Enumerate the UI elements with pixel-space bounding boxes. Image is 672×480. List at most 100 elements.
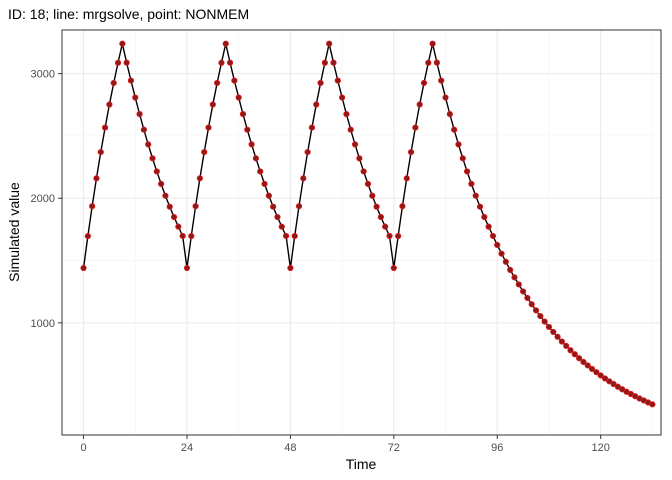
data-point	[170, 213, 178, 221]
data-point	[80, 264, 87, 272]
data-point	[485, 223, 492, 230]
data-point	[446, 111, 453, 118]
data-point	[593, 369, 600, 376]
data-point	[597, 372, 604, 379]
data-point	[399, 203, 406, 210]
x-tick-label: 48	[284, 442, 296, 454]
data-point	[308, 124, 316, 131]
data-point	[89, 203, 96, 210]
data-point	[442, 94, 449, 101]
data-point	[114, 59, 122, 66]
data-point	[390, 264, 397, 272]
y-tick-label: 2000	[31, 193, 55, 205]
data-point	[149, 155, 156, 162]
data-point	[304, 149, 311, 156]
data-point	[101, 124, 109, 131]
x-tick-label: 72	[388, 442, 400, 454]
plot-panel	[62, 30, 661, 435]
x-axis-ticks: 0 24 48 72 96 120	[80, 435, 610, 454]
data-point	[537, 313, 544, 320]
data-point	[145, 141, 152, 148]
data-point	[282, 232, 290, 240]
data-point	[459, 155, 466, 162]
data-point	[166, 203, 173, 210]
data-point	[455, 141, 462, 148]
data-point	[498, 250, 505, 257]
data-point	[429, 40, 436, 47]
data-point	[351, 141, 359, 148]
data-point	[528, 301, 535, 308]
data-point	[507, 266, 514, 273]
data-point	[265, 192, 272, 199]
data-point	[334, 77, 341, 84]
data-point	[563, 342, 570, 349]
y-axis-ticks: 1000 2000 3000	[31, 69, 62, 330]
data-point	[278, 223, 285, 230]
data-point	[226, 59, 234, 66]
data-point	[511, 274, 518, 281]
data-point	[519, 288, 527, 295]
data-point	[468, 180, 475, 187]
data-point	[601, 375, 609, 382]
grid-major	[62, 30, 661, 435]
data-point	[239, 111, 247, 118]
data-point	[416, 101, 423, 108]
data-point	[339, 94, 346, 101]
data-point	[580, 358, 587, 366]
data-point	[382, 223, 389, 230]
data-point	[545, 323, 553, 331]
data-point	[360, 168, 367, 175]
data-point	[425, 59, 432, 66]
x-tick-label: 96	[491, 442, 503, 454]
data-point	[235, 94, 242, 101]
data-point	[300, 175, 307, 182]
data-point	[205, 124, 212, 131]
data-point	[541, 318, 548, 325]
data-point	[209, 101, 216, 108]
data-point	[140, 126, 147, 133]
data-point	[532, 307, 540, 314]
data-point	[558, 338, 565, 345]
data-point	[175, 223, 182, 230]
data-point	[295, 203, 303, 210]
data-point	[463, 168, 471, 175]
data-point	[97, 149, 104, 156]
data-point	[386, 232, 393, 240]
data-point	[317, 79, 324, 87]
data-point	[610, 380, 617, 388]
data-point	[373, 203, 380, 210]
data-point	[347, 126, 354, 133]
data-point	[515, 281, 522, 288]
data-point	[132, 94, 139, 101]
data-point	[606, 378, 613, 385]
data-point	[270, 203, 277, 210]
data-point	[183, 264, 191, 272]
data-point	[248, 141, 255, 148]
data-point	[231, 77, 238, 84]
plot-panel-border	[61, 29, 662, 436]
data-point	[188, 233, 195, 240]
data-point	[123, 59, 130, 66]
data-point	[326, 40, 333, 47]
data-point	[451, 126, 458, 133]
data-point	[274, 213, 281, 221]
data-point	[84, 233, 91, 240]
data-point	[153, 168, 160, 175]
y-tick-label: 3000	[31, 69, 55, 81]
data-point	[287, 264, 294, 272]
data-point	[356, 155, 363, 162]
data-point	[93, 175, 100, 182]
data-point	[162, 192, 169, 199]
data-point	[179, 232, 186, 240]
data-point	[649, 401, 656, 408]
data-point	[433, 59, 441, 66]
data-point	[136, 111, 143, 118]
data-point	[110, 79, 117, 87]
x-axis-title: Time	[346, 456, 377, 472]
x-tick-label: 0	[80, 442, 86, 454]
data-point	[330, 59, 337, 66]
data-point	[584, 362, 591, 369]
data-point	[244, 126, 251, 133]
data-point	[218, 59, 225, 66]
